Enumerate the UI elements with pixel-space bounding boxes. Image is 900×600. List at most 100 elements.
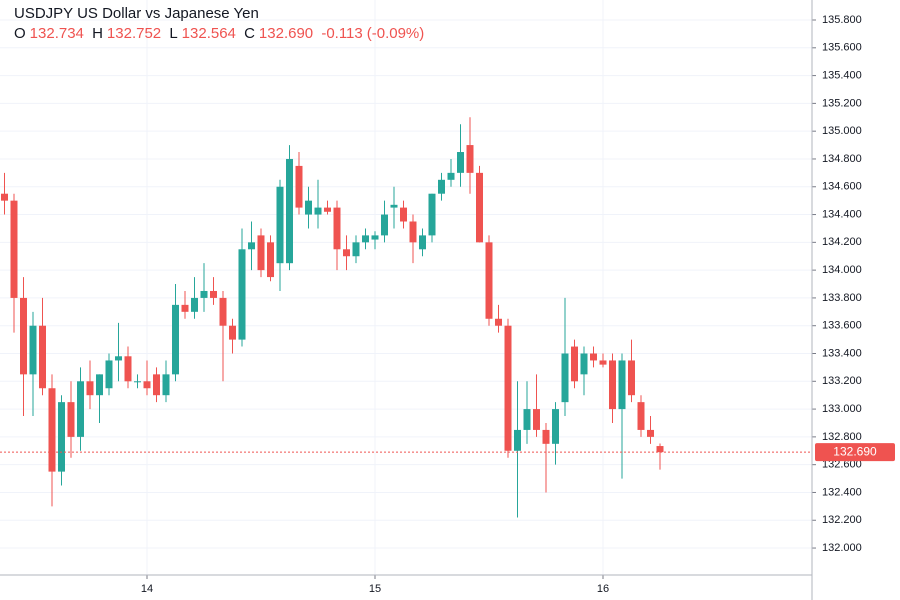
change-percent: (-0.09%) [366, 25, 425, 42]
candle-body [191, 297, 198, 312]
candle-body [77, 381, 84, 437]
y-tick-label: 134.200 [822, 236, 862, 248]
candle-body [343, 249, 350, 257]
candle-body [286, 158, 293, 264]
candle-body [457, 152, 464, 173]
candle-body [618, 360, 626, 410]
candle-body [162, 374, 170, 396]
y-tick-label: 134.600 [822, 181, 862, 193]
x-tick-label: 15 [369, 583, 381, 595]
candle-body [400, 207, 407, 222]
y-tick-label: 133.800 [822, 292, 862, 304]
y-tick-label: 132.800 [822, 431, 862, 443]
candle-body [10, 200, 18, 298]
y-tick-label: 135.000 [822, 125, 862, 137]
candle-body [48, 388, 56, 472]
candle-body [229, 325, 236, 340]
candle-body [172, 304, 179, 375]
candle-body [58, 402, 65, 472]
candle-body [428, 193, 436, 236]
candle-body [295, 165, 303, 208]
y-tick-label: 135.200 [822, 97, 862, 109]
candle-body [324, 207, 331, 212]
candle-body [67, 402, 75, 437]
candle-body [210, 290, 217, 298]
candle-body [599, 360, 607, 365]
grid [0, 0, 812, 575]
ohlc-letter: H [92, 25, 103, 42]
chart-header: USDJPY US Dollar vs Japanese Yen O 132.73… [14, 4, 428, 44]
candle-body [105, 360, 113, 389]
candle-body [647, 429, 654, 437]
candle-body [561, 353, 569, 403]
change: -0.113 [321, 25, 363, 42]
y-tick-label: 135.400 [822, 69, 862, 81]
candle-body [523, 409, 531, 430]
candle-body [580, 353, 588, 375]
candle-body [637, 402, 645, 430]
candle-body [656, 446, 664, 453]
candle-body [86, 381, 94, 396]
candle-body [124, 356, 132, 382]
candle-body [381, 214, 388, 236]
candle-body [314, 207, 322, 215]
candle-body [504, 325, 512, 451]
candles [1, 117, 664, 518]
candle-body [248, 242, 255, 250]
candle-body [352, 242, 360, 257]
ohlc-value: 132.564 [181, 25, 236, 42]
y-tick-label: 133.000 [822, 403, 862, 415]
candle-body [628, 360, 635, 396]
candle-body [181, 304, 189, 312]
y-tick-label: 133.400 [822, 347, 862, 359]
candle-body [20, 297, 27, 375]
candle-body [514, 429, 521, 451]
candle-body [362, 235, 369, 243]
y-tick-label: 132.200 [822, 514, 862, 526]
candle-body [533, 409, 540, 430]
y-tick-label: 133.200 [822, 375, 862, 387]
candle-body [390, 204, 398, 208]
candle-body [219, 297, 227, 326]
candle-body [238, 249, 246, 340]
y-tick-label: 132.000 [822, 542, 862, 554]
ohlc-value: 132.734 [29, 25, 84, 42]
candle-body [1, 193, 8, 201]
ohlc-value: 132.690 [258, 25, 314, 42]
y-tick-label: 134.400 [822, 208, 862, 220]
y-tick-label: 135.800 [822, 14, 862, 26]
candle-body [552, 409, 559, 444]
candle-body [29, 325, 37, 375]
y-tick-label: 133.600 [822, 320, 862, 332]
ohlc-letter: C [244, 25, 255, 42]
x-tick-label: 14 [141, 583, 153, 595]
candle-body [609, 360, 616, 410]
candle-body [134, 381, 141, 383]
candle-body [476, 172, 483, 243]
candle-body [39, 325, 46, 389]
y-tick-label: 134.800 [822, 153, 862, 165]
ohlc-letter: O [14, 25, 26, 42]
candle-body [200, 290, 208, 298]
candle-body [96, 374, 103, 396]
candle-body [276, 186, 284, 264]
candle-body [333, 207, 341, 250]
candle-body [305, 200, 312, 215]
candle-body [153, 374, 160, 396]
candle-body [466, 145, 474, 173]
ohlc-letter: L [169, 25, 178, 42]
x-tick-label: 16 [597, 583, 609, 595]
candle-body [419, 235, 426, 250]
candle-body [542, 429, 550, 444]
candle-body [257, 235, 265, 271]
candle-body [267, 242, 274, 278]
candle-body [143, 381, 151, 389]
last-price-label: 132.690 [833, 444, 877, 458]
y-tick-label: 132.400 [822, 486, 862, 498]
candle-body [409, 221, 417, 243]
candle-body [438, 179, 445, 194]
candle-body [115, 356, 122, 361]
ohlc-legend: O 132.734 H 132.752 L 132.564 C 132.690 -0.1… [14, 24, 428, 44]
